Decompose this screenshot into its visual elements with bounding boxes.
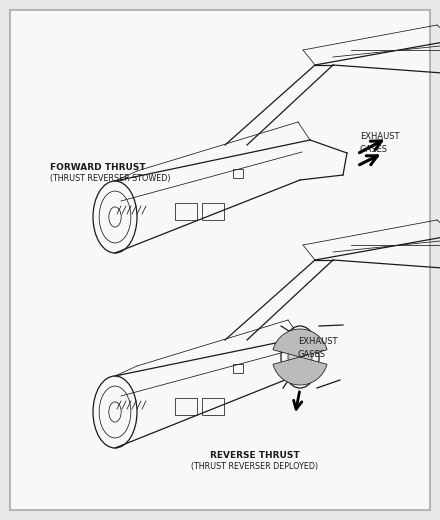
Text: EXHAUST
GASES: EXHAUST GASES: [298, 337, 337, 359]
Bar: [202, 398, 224, 415]
Ellipse shape: [288, 337, 312, 377]
Bar: [175, 203, 197, 220]
Text: EXHAUST
GASES: EXHAUST GASES: [360, 132, 400, 154]
Wedge shape: [273, 329, 327, 357]
Bar: [202, 203, 224, 220]
Bar: [233, 364, 243, 373]
Text: FORWARD THRUST: FORWARD THRUST: [50, 163, 146, 173]
FancyBboxPatch shape: [10, 10, 430, 510]
Text: REVERSE THRUST: REVERSE THRUST: [210, 450, 300, 460]
Bar: [175, 398, 197, 415]
Wedge shape: [273, 357, 327, 385]
Bar: [233, 169, 243, 178]
Text: (THRUST REVERSER STOWED): (THRUST REVERSER STOWED): [50, 174, 171, 183]
Text: (THRUST REVERSER DEPLOYED): (THRUST REVERSER DEPLOYED): [191, 462, 319, 471]
